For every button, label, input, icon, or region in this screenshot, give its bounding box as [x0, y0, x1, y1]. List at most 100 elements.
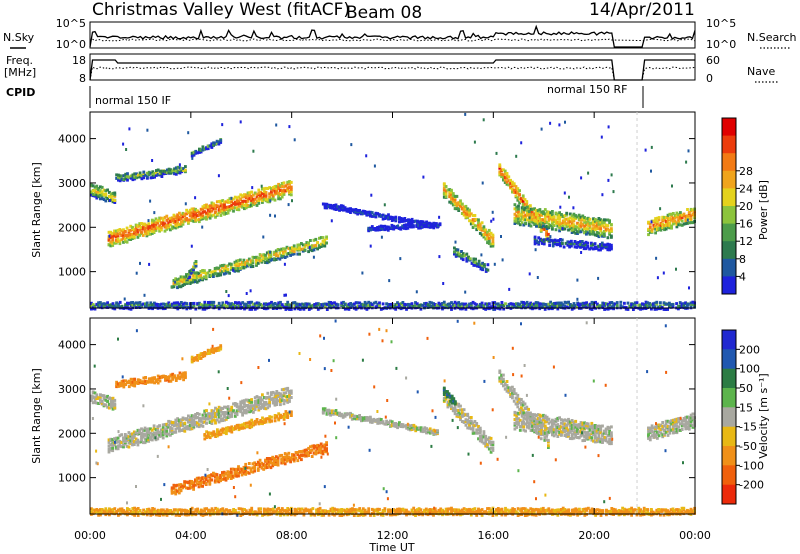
heatmap-cell	[554, 221, 558, 225]
heatmap-cell	[179, 224, 183, 228]
heatmap-cell	[246, 425, 250, 428]
freq-left-tick-top: 18	[72, 54, 86, 67]
heatmap-cell	[267, 460, 271, 464]
heatmap-cell	[126, 380, 129, 384]
heatmap-cell	[542, 238, 546, 242]
heatmap-cell	[422, 223, 426, 227]
heatmap-cell	[90, 396, 93, 400]
heatmap-cell	[410, 302, 414, 306]
heatmap-cell	[398, 216, 401, 220]
heatmap-cell	[102, 394, 106, 398]
heatmap-cell	[264, 417, 268, 421]
heatmap-cell	[179, 277, 183, 281]
heatmap-cell	[332, 412, 336, 416]
heatmap-cell	[125, 240, 129, 244]
heatmap-cell	[138, 301, 142, 305]
heatmap-cell	[214, 347, 217, 351]
heatmap-cell	[369, 226, 372, 230]
heatmap-cell	[563, 222, 567, 226]
heatmap-cell	[606, 307, 610, 311]
heatmap-cell	[663, 218, 666, 222]
heatmap-cell	[174, 301, 178, 305]
heatmap-cell	[369, 304, 372, 308]
heatmap-cell	[244, 202, 248, 206]
heatmap-cell	[127, 435, 131, 439]
heatmap-cell	[289, 411, 293, 414]
heatmap-cell	[515, 154, 518, 158]
heatmap-cell	[256, 261, 260, 265]
heatmap-cell	[259, 419, 263, 422]
heatmap-cell	[356, 415, 360, 419]
heatmap-cell	[464, 206, 468, 210]
heatmap-cell	[351, 303, 354, 307]
heatmap-cell	[258, 458, 262, 462]
heatmap-cell	[457, 207, 461, 211]
heatmap-cell	[113, 234, 116, 238]
heatmap-cell	[563, 191, 566, 195]
heatmap-cell	[140, 431, 143, 435]
heatmap-cell	[461, 254, 465, 258]
heatmap-cell	[572, 206, 575, 210]
heatmap-cell	[493, 301, 497, 305]
heatmap-cell	[192, 216, 196, 220]
heatmap-cell	[116, 444, 120, 448]
heatmap-cell	[267, 260, 271, 264]
heatmap-cell	[569, 305, 572, 309]
heatmap-cell	[582, 242, 586, 246]
heatmap-cell	[282, 417, 286, 421]
heatmap-cell	[479, 265, 483, 269]
heatmap-cell	[599, 229, 603, 233]
heatmap-cell	[273, 396, 277, 400]
heatmap-cell	[657, 223, 661, 227]
heatmap-cell	[115, 385, 118, 389]
heatmap-cell	[664, 227, 668, 231]
heatmap-cell	[536, 209, 540, 213]
heatmap-cell	[244, 425, 248, 429]
heatmap-cell	[289, 460, 292, 464]
heatmap-cell	[354, 415, 358, 418]
heatmap-cell	[196, 357, 199, 361]
heatmap-cell	[197, 476, 201, 480]
heatmap-cell	[480, 221, 484, 225]
heatmap-cell	[183, 417, 187, 421]
heatmap-cell	[444, 192, 448, 196]
heatmap-cell	[217, 210, 221, 214]
heatmap-cell	[354, 417, 358, 421]
heatmap-cell	[563, 220, 567, 224]
heatmap-cell	[561, 224, 565, 228]
heatmap-cell	[570, 231, 574, 234]
heatmap-cell	[570, 244, 573, 248]
heatmap-cell	[560, 305, 563, 309]
heatmap-cell	[333, 305, 336, 309]
heatmap-cell	[173, 374, 176, 378]
heatmap-cell	[215, 212, 219, 216]
heatmap-cell	[491, 244, 495, 248]
heatmap-cell	[583, 231, 586, 235]
heatmap-cell	[399, 219, 403, 223]
heatmap-cell	[237, 423, 241, 427]
heatmap-cell	[296, 247, 300, 251]
heatmap-cell	[666, 213, 670, 217]
heatmap-cell	[270, 304, 273, 308]
heatmap-cell	[361, 416, 365, 420]
cpid-panel: CPID normal 150 IF normal 150 RF	[6, 83, 644, 108]
heatmap-cell	[455, 194, 459, 198]
heatmap-cell	[279, 414, 282, 418]
heatmap-cell	[435, 224, 438, 228]
heatmap-cell	[513, 207, 517, 211]
heatmap-cell	[129, 302, 133, 306]
heatmap-cell	[138, 171, 142, 175]
heatmap-cell	[283, 247, 287, 251]
heatmap-cell	[235, 206, 239, 210]
heatmap-cell	[107, 447, 111, 451]
heatmap-cell	[483, 264, 486, 268]
heatmap-cell	[663, 225, 666, 229]
heatmap-cell	[570, 242, 573, 246]
heatmap-cell	[531, 208, 535, 211]
heatmap-cell	[190, 420, 194, 424]
heatmap-cell	[95, 196, 99, 200]
heatmap-cell	[177, 277, 181, 281]
heatmap-cell	[365, 418, 369, 422]
heatmap-cell	[208, 300, 212, 304]
heatmap-cell	[512, 182, 516, 186]
